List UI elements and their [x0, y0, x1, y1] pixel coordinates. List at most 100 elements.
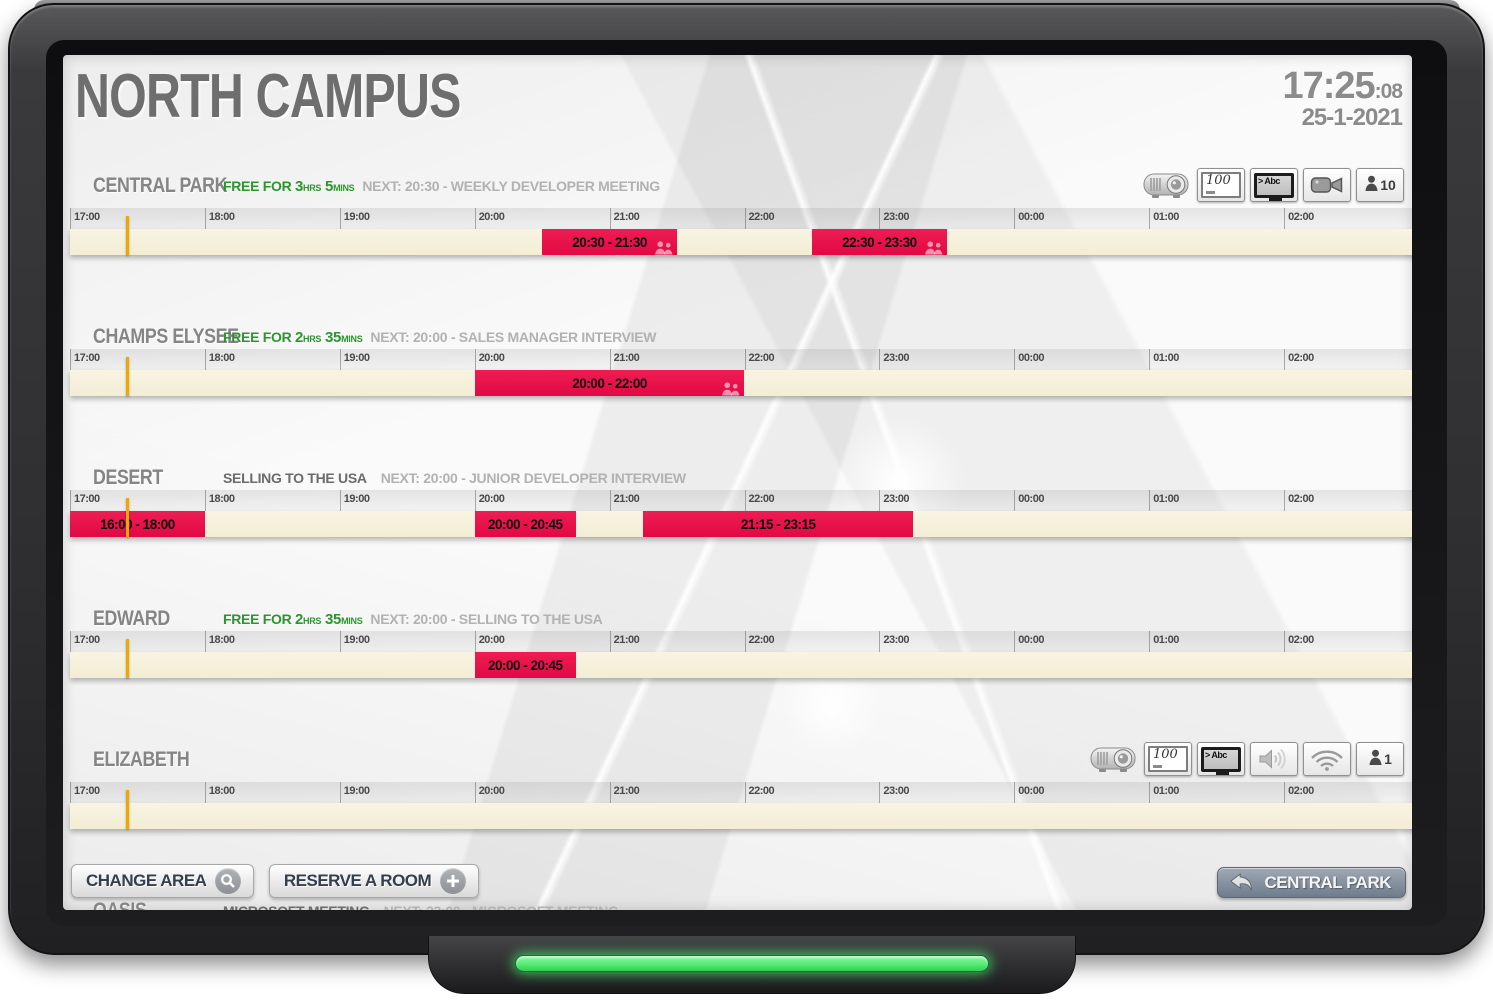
hour-tick-label: 00:00: [1018, 211, 1044, 223]
whiteboard-label: 100: [1153, 747, 1178, 762]
footer-bar: CHANGE AREA RESERVE A ROOM CENTRAL PARK: [71, 864, 1406, 900]
hour-tick-label: 20:00: [478, 352, 505, 364]
current-time-indicator: [126, 790, 130, 829]
capacity-count: 1: [1384, 751, 1392, 767]
room-row: OASIS MICROSOFT MEETING NEXT: 23:00 - MICR…: [63, 899, 1412, 910]
timeline-bar[interactable]: 20:30 - 21:30 22:30 - 23:30: [70, 229, 1412, 255]
hour-tick-label: 23:00: [883, 493, 910, 505]
hour-tick: 19:00: [339, 490, 370, 511]
hour-tick: 01:00: [1149, 208, 1179, 229]
hour-tick: 20:00: [474, 490, 505, 511]
back-to-room-button[interactable]: CENTRAL PARK: [1217, 867, 1406, 898]
plus-icon: [440, 868, 467, 894]
timeline-scale: 17:00 18:00 19:00 20:00 21:00 22:00 23:00 00:00…: [70, 631, 1412, 652]
free-mins-value: 35: [321, 611, 342, 628]
hour-tick: 00:00: [1014, 782, 1044, 803]
screen: NORTH CAMPUS 17:25:08 25-1-2021 CENTRAL …: [63, 55, 1412, 910]
camera-icon: [1303, 168, 1351, 202]
tv-stand: [1216, 771, 1229, 775]
hour-tick-label: 02:00: [1288, 493, 1314, 505]
hour-tick-label: 20:00: [478, 211, 505, 223]
booking-block[interactable]: 22:30 - 23:30: [811, 229, 947, 255]
whiteboard-label: 100: [1206, 173, 1231, 188]
timeline-bar[interactable]: [70, 803, 1412, 829]
hour-tick: 02:00: [1284, 490, 1314, 511]
free-hours-value: 2: [294, 329, 304, 346]
reserve-a-room-button[interactable]: RESERVE A ROOM: [268, 864, 480, 898]
room-status: MICROSOFT MEETING NEXT: 23:00 - MICROSOFT…: [223, 903, 619, 910]
hour-tick: 23:00: [879, 782, 910, 803]
room-status: FREE FOR 2HRS 35MINS NEXT: 20:00 - SALES …: [223, 329, 657, 346]
hour-tick-label: 18:00: [208, 785, 235, 797]
person-icon: [1368, 748, 1383, 771]
hour-tick-label: 00:00: [1018, 634, 1044, 646]
room-rows: CENTRAL PARK FREE FOR 3HRS 5MINS NEXT: 20:…: [63, 168, 1412, 910]
hour-tick-label: 01:00: [1153, 634, 1179, 646]
free-mins-value: 5: [321, 178, 334, 195]
booking-time-label: 16:00 - 18:00: [100, 516, 175, 532]
row-spacer: [63, 537, 1412, 584]
tablet-chin: [428, 936, 1076, 994]
booking-time-label: 20:00 - 20:45: [487, 516, 563, 532]
room-timeline: 17:00 18:00 19:00 20:00 21:00 22:00 23:00 00:00…: [70, 631, 1412, 678]
row-spacer: [63, 396, 1412, 443]
change-area-button[interactable]: CHANGE AREA: [71, 864, 255, 898]
current-meeting-title: MICROSOFT MEETING: [223, 903, 370, 910]
current-meeting-title: SELLING TO THE USA: [223, 470, 367, 486]
room-name: CENTRAL PARK: [93, 174, 228, 197]
tv-icon: > Abc: [1250, 168, 1298, 202]
room-timeline: 17:00 18:00 19:00 20:00 21:00 22:00 23:00 00:00…: [70, 782, 1412, 829]
hour-tick-label: 02:00: [1288, 352, 1314, 364]
timeline-bar[interactable]: 16:00 - 18:00 20:00 - 20:45 21:15 - 23:15: [70, 511, 1412, 537]
hour-tick: 22:00: [744, 631, 775, 652]
attendees-icon: [923, 240, 945, 255]
room-name: ELIZABETH: [93, 748, 190, 771]
hour-tick-label: 17:00: [74, 785, 100, 797]
room-row: ELIZABETH 100 > Abc 1 17:00 18:00 19:00 20:00 21…: [63, 742, 1412, 876]
hour-tick-label: 17:00: [74, 211, 100, 223]
current-time-indicator: [126, 216, 130, 255]
booking-block[interactable]: 20:00 - 20:45: [474, 652, 576, 678]
hour-tick: 19:00: [339, 782, 370, 803]
booking-block[interactable]: 20:00 - 20:45: [474, 511, 576, 537]
current-time-indicator: [126, 498, 130, 537]
hour-tick: 21:00: [609, 490, 640, 511]
back-room-label: CENTRAL PARK: [1264, 872, 1391, 892]
hour-tick: 00:00: [1014, 349, 1044, 370]
timeline-bar[interactable]: 20:00 - 20:45: [70, 652, 1412, 678]
hour-tick: 17:00: [70, 782, 100, 803]
hour-tick-label: 01:00: [1153, 211, 1179, 223]
hour-tick: 18:00: [204, 782, 235, 803]
clock-date: 25-1-2021: [1301, 104, 1403, 131]
hour-tick: 18:00: [204, 490, 235, 511]
hour-tick-label: 22:00: [748, 493, 775, 505]
room-status: FREE FOR 2HRS 35MINS NEXT: 20:00 - SELLIN…: [223, 611, 603, 628]
hour-tick-label: 19:00: [343, 634, 370, 646]
timeline-bar[interactable]: 20:00 - 22:00: [70, 370, 1412, 396]
whiteboard-marker: [1206, 191, 1215, 194]
room-head: CHAMPS ELYSEE FREE FOR 2HRS 35MINS NEXT: 2…: [93, 325, 1404, 349]
booking-block[interactable]: 20:00 - 22:00: [474, 370, 745, 396]
free-hours-unit: HRS: [303, 334, 322, 344]
hour-tick: 18:00: [204, 631, 235, 652]
hour-tick: 02:00: [1284, 782, 1314, 803]
whiteboard-surface: 100: [1201, 172, 1241, 198]
hour-tick-label: 19:00: [343, 493, 370, 505]
booking-block[interactable]: 21:15 - 23:15: [643, 511, 914, 537]
hour-tick-label: 22:00: [748, 211, 775, 223]
booking-block[interactable]: 20:30 - 21:30: [542, 229, 678, 255]
room-name: CHAMPS ELYSEE: [93, 325, 239, 348]
hour-tick-label: 21:00: [613, 352, 640, 364]
booking-block[interactable]: 16:00 - 18:00: [70, 511, 205, 537]
hour-tick: 23:00: [879, 631, 910, 652]
next-meeting-text: NEXT: 23:00 - MICROSOFT MEETING: [384, 903, 619, 910]
room-amenities: 100 > Abc 10: [1142, 168, 1404, 202]
hour-tick: 22:00: [744, 490, 775, 511]
capacity-icon: 10: [1356, 168, 1404, 202]
projector-icon: [1142, 168, 1192, 202]
hour-tick: 00:00: [1014, 490, 1044, 511]
tv-screen: > Abc: [1201, 746, 1241, 775]
booking-time-label: 20:00 - 20:45: [487, 657, 563, 673]
timeline-scale: 17:00 18:00 19:00 20:00 21:00 22:00 23:00 00:00…: [70, 782, 1412, 803]
hour-tick: 18:00: [204, 349, 235, 370]
